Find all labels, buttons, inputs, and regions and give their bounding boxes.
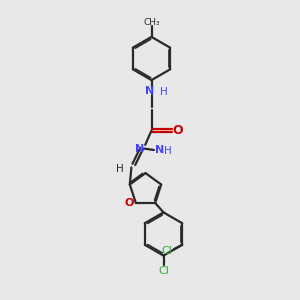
Text: H: H: [160, 87, 167, 98]
Text: Cl: Cl: [158, 266, 169, 276]
Text: Cl: Cl: [162, 246, 172, 256]
Text: N: N: [145, 86, 154, 97]
Text: O: O: [124, 198, 134, 208]
Text: CH₃: CH₃: [143, 18, 160, 27]
Text: N: N: [135, 143, 144, 154]
Text: N: N: [155, 145, 164, 155]
Text: H: H: [164, 146, 172, 156]
Text: H: H: [116, 164, 123, 174]
Text: O: O: [172, 124, 183, 137]
